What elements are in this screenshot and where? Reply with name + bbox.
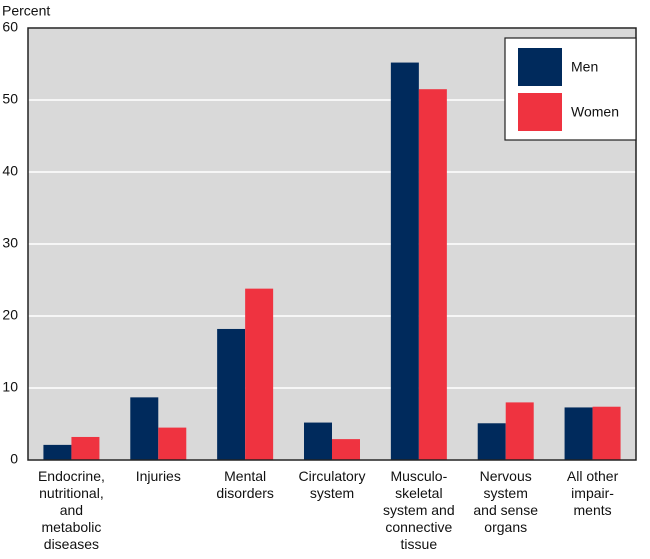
legend-label: Men	[571, 59, 598, 75]
bar	[390, 62, 419, 461]
y-tick-label: 50	[2, 91, 18, 107]
bar	[332, 439, 360, 460]
x-tick-label: Nervous system and sense organs	[473, 468, 538, 535]
legend-label: Women	[571, 104, 619, 120]
bar	[304, 422, 332, 460]
plot-border	[27, 27, 637, 461]
bar	[564, 407, 593, 460]
y-tick-label: 10	[2, 379, 18, 395]
legend-swatch	[518, 48, 562, 86]
y-tick-label: 20	[2, 307, 18, 323]
bar	[477, 423, 506, 460]
bar	[43, 444, 72, 460]
y-tick-label: 40	[2, 163, 18, 179]
y-axis-label: Percent	[2, 3, 50, 19]
bar	[158, 427, 187, 460]
bar	[217, 328, 246, 460]
x-tick-label: Endocrine, nutritional, and metabolic di…	[37, 468, 105, 552]
y-tick-label: 30	[2, 235, 18, 251]
x-tick-label: Musculo- skeletal system and connective …	[383, 468, 455, 552]
bar	[418, 89, 447, 460]
bar	[71, 436, 100, 460]
bar	[505, 402, 534, 460]
bar	[592, 406, 621, 460]
bar	[130, 397, 159, 460]
y-tick-label: 60	[2, 19, 18, 35]
x-tick-label: All other impair- ments	[566, 468, 619, 518]
y-tick-label: 0	[10, 451, 18, 467]
bar	[245, 288, 274, 460]
x-tick-label: Circulatory system	[298, 468, 366, 501]
x-tick-label: Injuries	[135, 468, 181, 484]
legend-swatch	[518, 93, 562, 131]
x-tick-label: Mental disorders	[216, 468, 274, 501]
